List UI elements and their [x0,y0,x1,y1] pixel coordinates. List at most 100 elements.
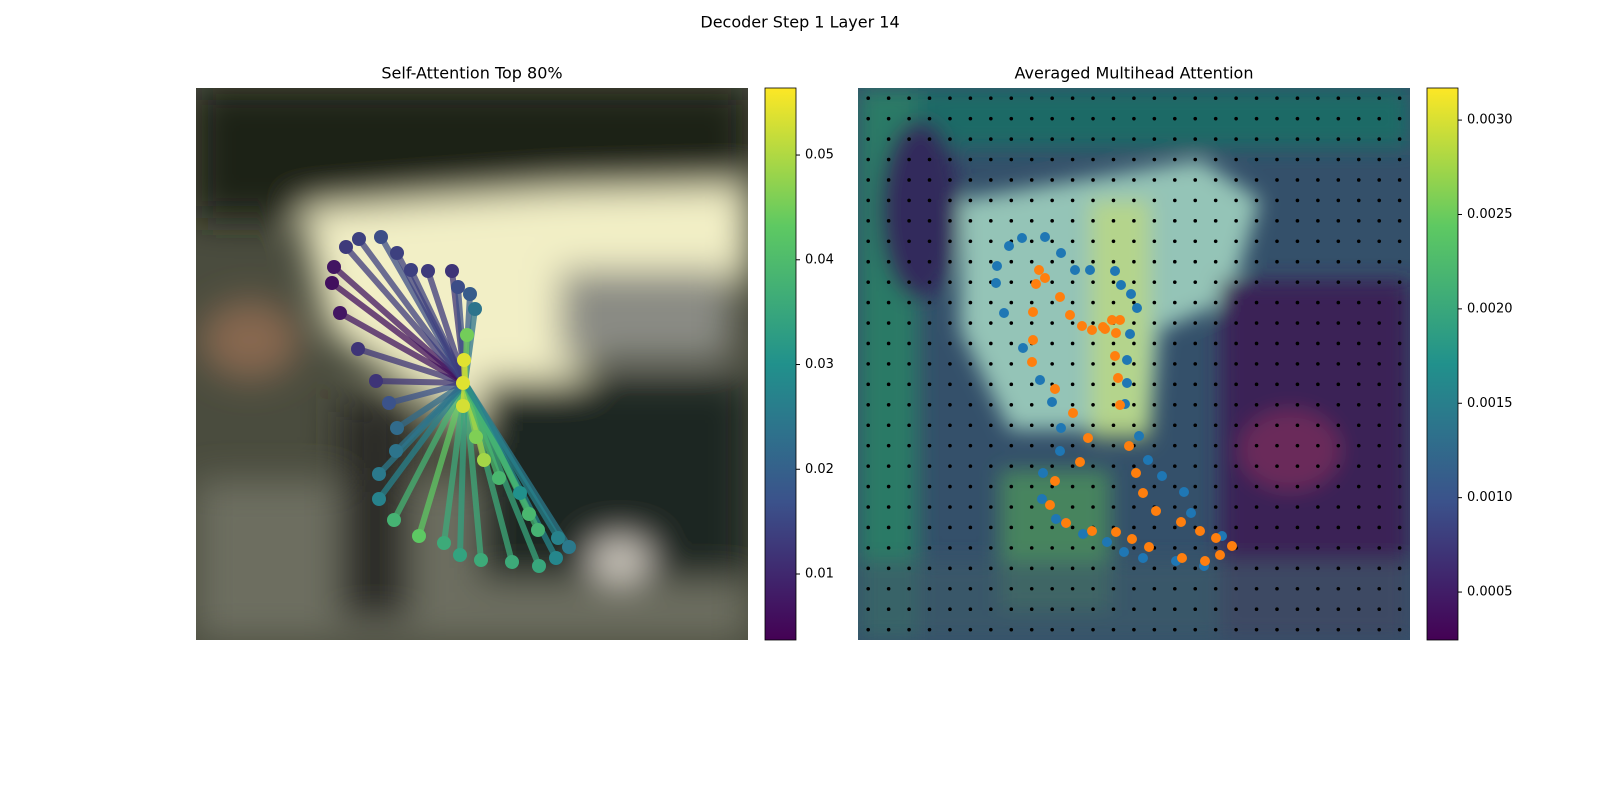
patch-center [1029,198,1034,203]
patch-center [1050,157,1054,162]
patch-center [1152,607,1157,611]
patch-center [1275,280,1279,284]
patch-center [1336,464,1341,468]
keypoint [1122,378,1132,388]
patch-center [1213,116,1218,121]
patch-center [1070,96,1075,100]
keypoint [412,529,426,543]
patch-center [1397,137,1402,141]
patch-center [1356,443,1361,448]
patch-center [1029,443,1034,448]
patch-center [1091,382,1095,387]
keypoint [1034,265,1044,275]
patch-center [1234,505,1238,509]
patch-center [886,341,891,346]
patch-center [1295,505,1300,509]
attention-line [462,380,484,563]
patch-center [866,443,870,448]
patch-center [948,321,952,325]
patch-center [1029,219,1034,223]
patch-center [886,525,891,530]
attention-line [373,378,468,386]
keypoint [1047,397,1057,407]
patch-center [866,96,870,100]
patch-center [1316,607,1320,611]
patch-center [989,443,993,448]
keypoint [1115,400,1125,410]
patch-center [1091,505,1095,509]
patch-center [907,239,911,244]
patch-center [1111,219,1116,223]
patch-center [1070,566,1075,571]
patch-center [948,280,952,284]
patch-center [1173,525,1177,530]
patch-center [886,566,891,571]
patch-center [1029,464,1034,468]
patch-center [1050,546,1054,550]
patch-center [989,259,993,264]
patch-center [886,443,891,448]
keypoint [531,523,545,537]
patch-center [927,484,932,489]
patch-center [1295,300,1300,305]
colorbar-tick-label: 0.03 [805,357,834,372]
keypoint [1075,457,1085,467]
patch-center [968,382,973,387]
patch-center [1029,382,1034,387]
patch-center [1173,280,1177,284]
patch-center [1070,280,1075,284]
patch-center [1275,586,1279,591]
patch-center [866,116,870,121]
patch-center [1152,219,1157,223]
patch-center [1091,219,1095,223]
patch-center [1234,116,1238,121]
keypoint [1122,355,1132,365]
patch-center [1213,423,1218,428]
patch-center [1173,627,1177,632]
patch-center [1295,566,1300,571]
patch-center [1152,321,1157,325]
patch-center [1275,198,1279,203]
patch-center [1336,586,1341,591]
patch-center [1173,423,1177,428]
patch-center [1295,443,1300,448]
patch-center [1275,362,1279,366]
patch-center [968,505,973,509]
colorbar [1426,87,1459,641]
patch-center [1173,239,1177,244]
patch-center [1336,627,1341,632]
patch-center [1295,178,1300,182]
patch-center [1111,239,1116,244]
patch-center [1050,178,1054,182]
patch-center [907,96,911,100]
patch-center [886,321,891,325]
patch-center [927,341,932,346]
patch-center [1234,525,1238,530]
patch-center [1356,321,1361,325]
patch-center [886,116,891,121]
patch-center [1029,239,1034,244]
keypoint [1177,553,1187,563]
patch-center [1193,219,1198,223]
patch-center [1132,137,1136,141]
patch-center [1111,178,1116,182]
patch-center [1029,566,1034,571]
keypoint [1111,527,1121,537]
patch-center [1234,443,1238,448]
patch-center [1213,341,1218,346]
patch-center [907,116,911,121]
patch-center [1070,505,1075,509]
patch-center [1275,382,1279,387]
patch-center [948,382,952,387]
patch-center [1152,566,1157,571]
keypoint [1215,550,1225,560]
patch-center [1356,627,1361,632]
patch-center [1070,300,1075,305]
patch-center [989,178,993,182]
patch-center [1397,321,1402,325]
colorbar-tick-label: 0.02 [805,462,834,477]
patch-center [1275,443,1279,448]
patch-center [1213,198,1218,203]
patch-center [1234,341,1238,346]
patch-center [1397,484,1402,489]
